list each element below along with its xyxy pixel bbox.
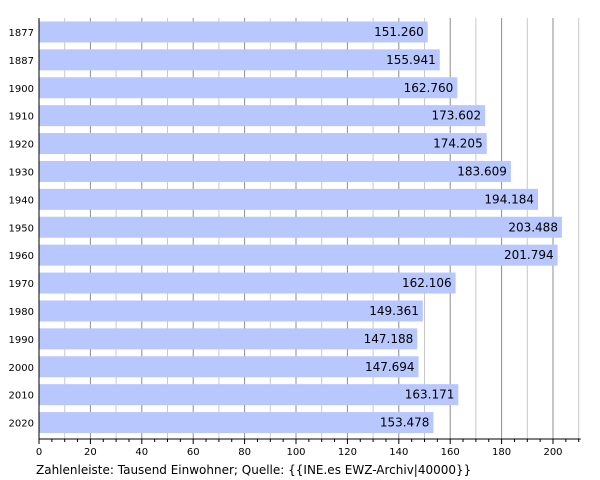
category-label: 1900 [9, 84, 34, 95]
value-label: 174.205 [433, 137, 483, 151]
bar [39, 21, 428, 43]
bar [39, 160, 511, 182]
value-label: 155.941 [386, 53, 436, 67]
bar [39, 188, 539, 210]
x-tick-label: 60 [187, 447, 200, 458]
category-label: 1877 [9, 28, 34, 39]
value-label: 162.106 [402, 276, 452, 290]
bar [39, 133, 487, 155]
bar [39, 244, 558, 266]
category-label: 1970 [9, 279, 34, 290]
value-label: 149.361 [369, 304, 419, 318]
x-tick-label: 140 [389, 447, 408, 458]
value-label: 147.188 [364, 332, 414, 346]
category-label: 1980 [9, 307, 34, 318]
value-label: 151.260 [374, 25, 424, 39]
category-label: 1990 [9, 335, 34, 346]
category-label: 1930 [9, 167, 34, 178]
value-label: 163.171 [405, 388, 455, 402]
category-label: 1950 [9, 223, 34, 234]
category-label: 1910 [9, 112, 34, 123]
x-tick-label: 40 [135, 447, 148, 458]
x-tick-label: 20 [84, 447, 97, 458]
x-tick-label: 200 [543, 447, 562, 458]
value-label: 183.609 [457, 164, 507, 178]
value-label: 203.488 [508, 220, 558, 234]
axes [38, 18, 581, 444]
category-label: 2020 [9, 419, 34, 430]
bar [39, 328, 418, 350]
bar [39, 356, 419, 378]
bar [39, 49, 440, 71]
bar [39, 105, 486, 127]
x-tick-label: 160 [441, 447, 460, 458]
x-tick-label: 100 [286, 447, 305, 458]
category-label: 1960 [9, 251, 34, 262]
bars [39, 21, 562, 434]
value-label: 147.694 [365, 360, 415, 374]
value-label: 201.794 [504, 248, 554, 262]
labels: 151.260 1877 155.941 1887 162.760 1900 173.602… [9, 25, 563, 458]
category-label: 1920 [9, 140, 34, 151]
category-label: 1887 [9, 56, 34, 67]
value-label: 173.602 [432, 109, 482, 123]
bar [39, 216, 562, 238]
value-label: 153.478 [380, 416, 430, 430]
x-tick-label: 0 [36, 447, 42, 458]
x-tick-label: 120 [338, 447, 357, 458]
value-label: 194.184 [484, 192, 534, 206]
bar [39, 77, 458, 99]
bar [39, 384, 459, 406]
category-label: 1940 [9, 195, 34, 206]
bar [39, 272, 456, 294]
value-label: 162.760 [404, 81, 454, 95]
x-tick-label: 180 [492, 447, 511, 458]
category-label: 2010 [9, 391, 34, 402]
bar [39, 300, 423, 322]
bar [39, 412, 434, 434]
chart-caption: Zahlenleiste: Tausend Einwohner; Quelle:… [36, 463, 472, 477]
x-tick-label: 80 [238, 447, 251, 458]
category-label: 2000 [9, 363, 34, 374]
